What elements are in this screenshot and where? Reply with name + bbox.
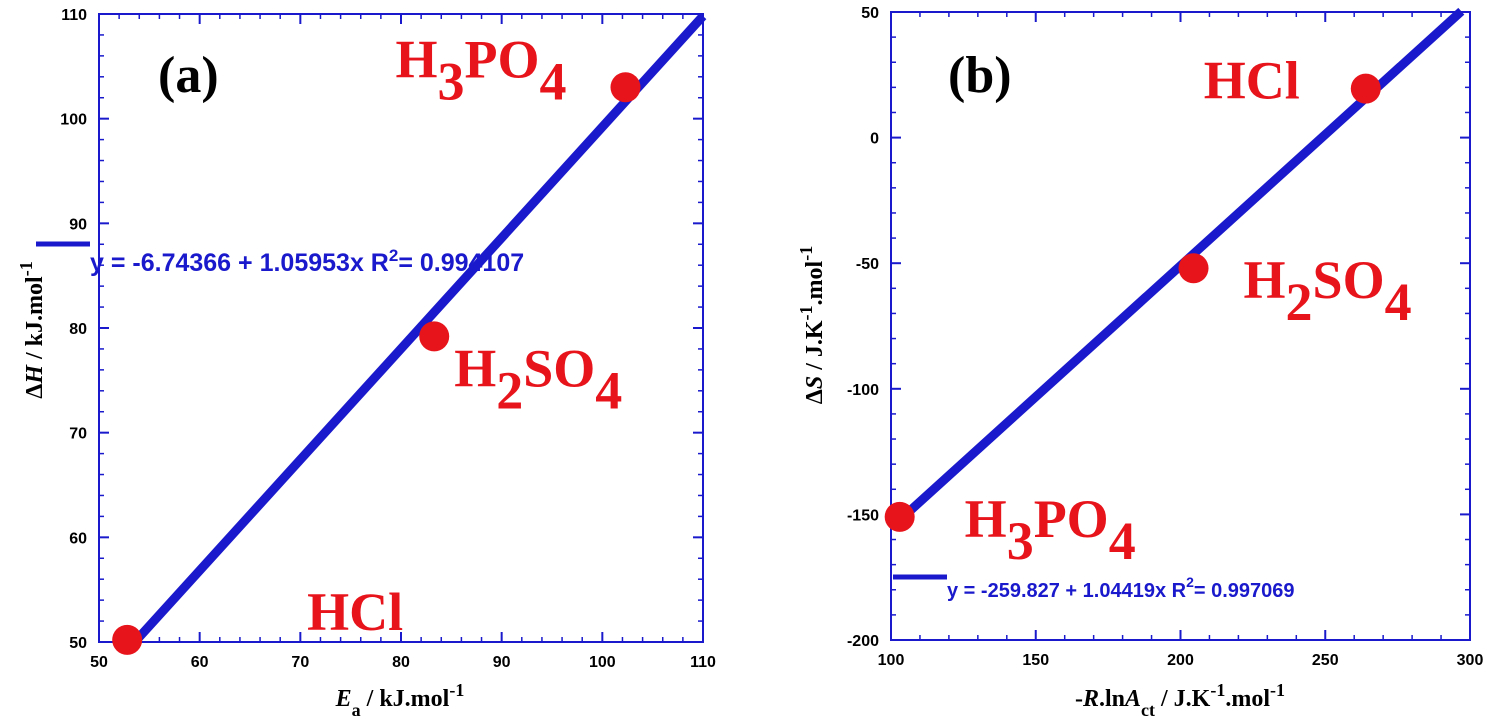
x-tick-label: 100	[589, 654, 616, 671]
panel-label: (a)	[158, 47, 219, 104]
y-tick-label: 80	[69, 321, 87, 338]
y-tick-label: -150	[847, 507, 879, 524]
fit-equation: y = -6.74366 + 1.05953x R2= 0.994107	[90, 246, 524, 277]
point-label: H2SO4	[454, 338, 622, 420]
y-tick-label: -100	[847, 382, 879, 399]
x-tick-label: 110	[690, 654, 716, 671]
point-label: H3PO4	[965, 489, 1136, 571]
y-tick-label: 60	[69, 530, 87, 547]
x-tick-label: 150	[1022, 652, 1049, 669]
y-tick-label: 70	[69, 426, 87, 443]
x-tick-label: 300	[1457, 652, 1484, 669]
y-axis-label: ΔS / J.K-1.mol-1	[796, 246, 828, 404]
y-tick-label: 90	[69, 216, 87, 233]
x-axis-label: -R.lnAct / J.K-1.mol-1	[1075, 680, 1285, 720]
panel-label: (b)	[948, 47, 1012, 104]
point-label: H2SO4	[1244, 250, 1412, 332]
chart-panel-0: 50 60 70 80 90 100 110 50 60 70 80 90 100 110 HCl H2SO4…	[16, 7, 716, 720]
data-point	[610, 72, 641, 103]
x-tick-label: 250	[1312, 652, 1339, 669]
x-tick-label: 200	[1167, 652, 1194, 669]
x-tick-label: 100	[878, 652, 905, 669]
data-point	[884, 501, 915, 532]
x-tick-label: 50	[90, 654, 108, 671]
plot-frame	[98, 13, 704, 643]
y-tick-label: -200	[847, 633, 879, 650]
point-label: H3PO4	[395, 29, 566, 111]
x-axis-label: Ea / kJ.mol-1	[335, 680, 465, 720]
data-point	[1350, 73, 1381, 104]
y-tick-label: -50	[856, 256, 879, 273]
y-tick-label: 110	[61, 7, 87, 24]
fit-equation: y = -259.827 + 1.04419x R2= 0.997069	[947, 574, 1295, 602]
fit-line	[123, 13, 707, 654]
point-label: HCl	[1204, 51, 1300, 111]
data-point	[112, 624, 143, 655]
y-tick-label: 0	[870, 131, 879, 148]
x-tick-label: 80	[392, 654, 410, 671]
y-tick-label: 100	[60, 112, 87, 129]
x-tick-label: 70	[291, 654, 309, 671]
data-point	[419, 321, 450, 352]
chart-panel-1: 100 150 200 250 300 -200 -150 -100 -50 0 50 H3PO4 H2…	[796, 5, 1483, 720]
point-label: HCl	[307, 582, 403, 642]
x-tick-label: 90	[493, 654, 511, 671]
y-tick-label: 50	[861, 5, 879, 22]
y-tick-label: 50	[69, 635, 87, 652]
x-tick-label: 60	[191, 654, 209, 671]
y-axis-label: ΔH / kJ.mol-1	[16, 261, 48, 398]
data-point	[1178, 253, 1209, 284]
